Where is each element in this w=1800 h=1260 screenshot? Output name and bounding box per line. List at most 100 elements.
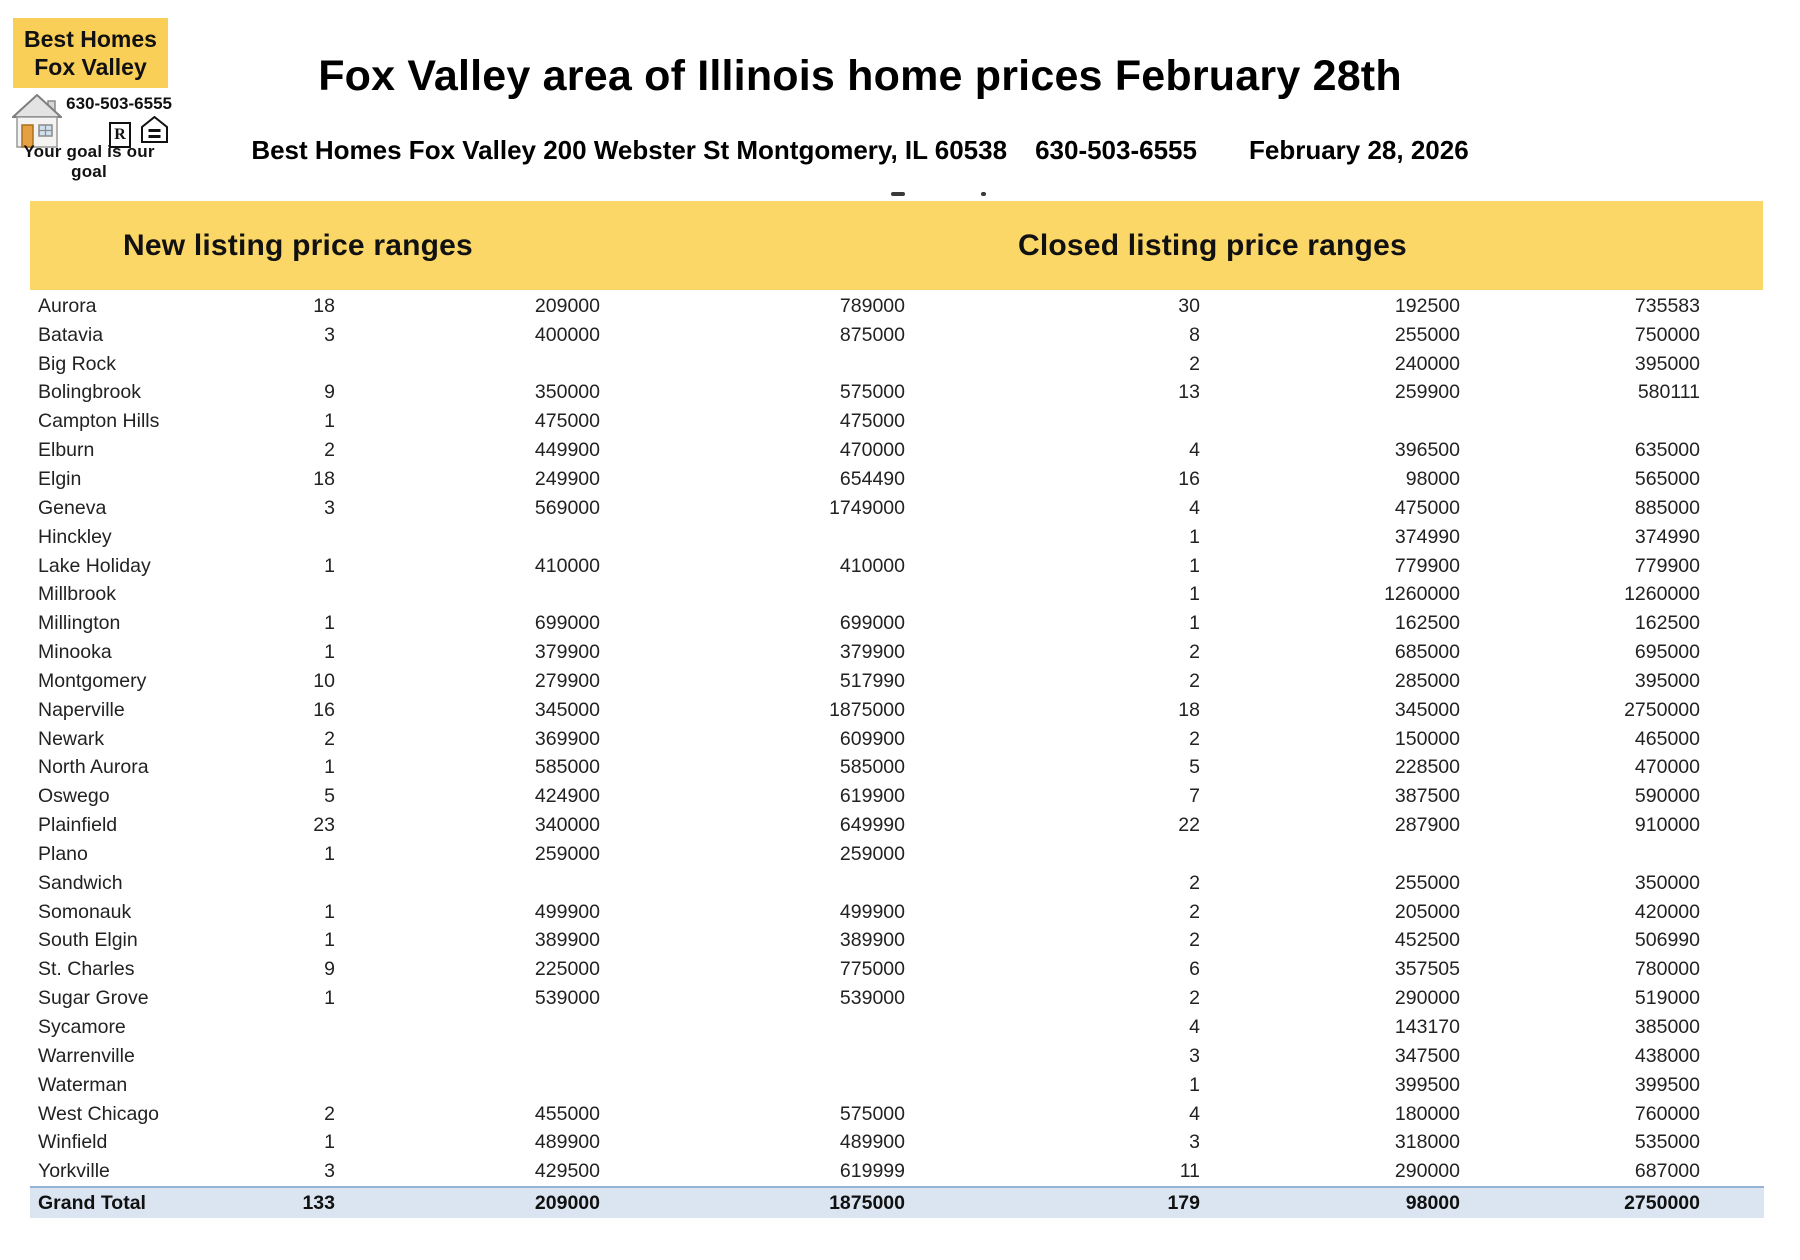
cell-city: Aurora [38,294,97,317]
cell-closed_max: 350000 [1634,871,1700,894]
cell-closed_max: 420000 [1634,900,1700,923]
table-row: Newark 2 369900 609900 2 150000 465000 [30,725,1764,754]
table-row: Plano 1 259000 259000 [30,840,1764,869]
cell-new_max: 517990 [839,669,905,692]
cell-closed_count: 22 [1178,814,1200,837]
cell-new_max: 575000 [839,1102,905,1125]
cell-closed_count: 13 [1178,381,1200,404]
cell-new_count: 2 [324,727,335,750]
cell-new_count: 1 [324,641,335,664]
cell-new_count: 133 [302,1191,335,1214]
subtitle-address: Best Homes Fox Valley 200 Webster St Mon… [251,134,1008,165]
cell-new_min: 389900 [534,929,600,952]
cell-closed_count: 1 [1189,554,1200,577]
table-row: Aurora 18 209000 789000 30 192500 735583 [30,292,1764,321]
cell-closed_max: 519000 [1634,987,1700,1010]
cell-city: Sandwich [38,871,123,894]
cell-new_min: 340000 [534,814,600,837]
cell-closed_max: 395000 [1634,669,1700,692]
realtor-r-letter: R [114,126,126,143]
cell-closed_max: 590000 [1634,785,1700,808]
cell-new_max: 585000 [839,756,905,779]
cell-city: Geneva [38,496,107,519]
cell-new_min: 475000 [534,410,600,433]
cell-city: Batavia [38,323,104,346]
cell-closed_count: 8 [1189,323,1200,346]
table-row: Montgomery 10 279900 517990 2 285000 395000 [30,667,1764,696]
logo-tagline: Your goal is our goal [23,142,155,181]
cell-new_min: 400000 [534,323,600,346]
cell-closed_min: 399500 [1394,1073,1460,1096]
cell-new_count: 1 [324,842,335,865]
cell-closed_count: 2 [1189,641,1200,664]
cell-city: Warrenville [38,1044,135,1067]
cell-closed_max: 760000 [1634,1102,1700,1125]
cell-new_min: 539000 [534,987,600,1010]
cell-new_max: 775000 [839,958,905,981]
cell-new_min: 259000 [534,842,600,865]
cell-new_count: 1 [324,900,335,923]
cell-closed_count: 5 [1189,756,1200,779]
cell-closed_min: 162500 [1394,612,1460,635]
cell-closed_count: 2 [1189,871,1200,894]
cell-closed_min: 357505 [1394,958,1460,981]
cell-new_max: 575000 [839,381,905,404]
table-row: Winfield 1 489900 489900 3 318000 535000 [30,1128,1764,1157]
cell-closed_max: 2750000 [1624,1191,1700,1214]
cell-closed_max: 506990 [1634,929,1700,952]
cell-closed_min: 452500 [1394,929,1460,952]
cell-new_min: 209000 [534,294,600,317]
table-row: Oswego 5 424900 619900 7 387500 590000 [30,782,1764,811]
cell-new_count: 10 [313,669,335,692]
table-row: Big Rock 2 240000 395000 [30,350,1764,379]
table-row: Minooka 1 379900 379900 2 685000 695000 [30,638,1764,667]
cell-new_count: 2 [324,1102,335,1125]
table-row: Sandwich 2 255000 350000 [30,869,1764,898]
cell-new_max: 489900 [839,1131,905,1154]
cell-new_min: 379900 [534,641,600,664]
cell-city: Naperville [38,698,125,721]
cell-new_count: 1 [324,987,335,1010]
cell-new_count: 9 [324,381,335,404]
subtitle-date: February 28, 2026 [1248,134,1469,165]
cell-closed_min: 387500 [1394,785,1460,808]
cell-closed_min: 475000 [1394,496,1460,519]
cell-closed_max: 1260000 [1624,583,1700,606]
cell-new_count: 18 [313,467,335,490]
cell-new_min: 350000 [534,381,600,404]
cell-closed_min: 98000 [1405,1191,1460,1214]
cell-closed_max: 399500 [1634,1073,1700,1096]
cell-new_max: 1749000 [829,496,905,519]
cell-new_count: 1 [324,410,335,433]
cell-closed_count: 7 [1189,785,1200,808]
cell-new_max: 609900 [839,727,905,750]
cell-city: Waterman [38,1073,128,1096]
cell-city: Montgomery [38,669,147,692]
cell-new_min: 489900 [534,1131,600,1154]
equal-housing-icon [141,115,168,148]
table-row: Elgin 18 249900 654490 16 98000 565000 [30,465,1764,494]
table-row: Naperville 16 345000 1875000 18 345000 2750000 [30,696,1764,725]
cell-new_max: 539000 [839,987,905,1010]
page-subtitle: Best Homes Fox Valley 200 Webster St Mon… [150,134,1570,166]
cell-new_count: 1 [324,554,335,577]
cell-new_count: 18 [313,294,335,317]
table-row: Campton Hills 1 475000 475000 [30,407,1764,436]
subtitle-phone: 630-503-6555 [1035,134,1197,165]
cell-closed_count: 2 [1189,900,1200,923]
cell-closed_max: 687000 [1634,1160,1700,1183]
cell-closed_count: 4 [1189,1016,1200,1039]
cell-city: Campton Hills [38,410,160,433]
cell-new_min: 499900 [534,900,600,923]
cell-city: North Aurora [38,756,149,779]
cell-closed_min: 240000 [1394,352,1460,375]
cell-closed_min: 150000 [1394,727,1460,750]
table-row: Elburn 2 449900 470000 4 396500 635000 [30,436,1764,465]
cell-closed_max: 162500 [1634,612,1700,635]
table-body: Aurora 18 209000 789000 30 192500 735583 Batavi… [30,292,1764,1219]
cell-closed_count: 3 [1189,1044,1200,1067]
cell-closed_max: 779900 [1634,554,1700,577]
cell-new_max: 789000 [839,294,905,317]
cell-new_min: 429500 [534,1160,600,1183]
